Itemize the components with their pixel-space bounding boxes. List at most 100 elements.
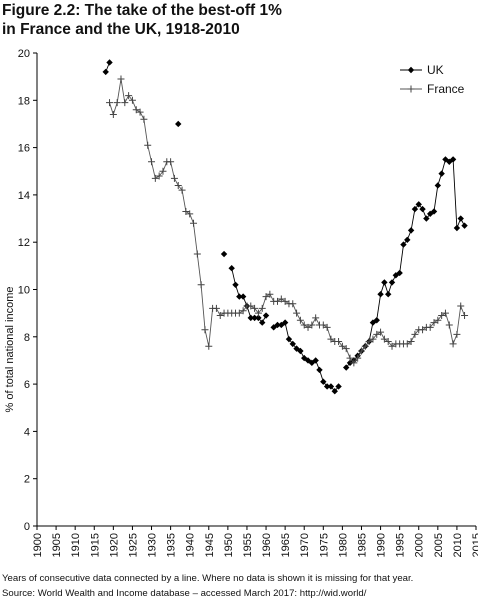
france-point	[335, 338, 343, 346]
france-point	[407, 338, 415, 346]
france-point	[449, 340, 457, 348]
y-tick-label: 14	[18, 190, 30, 202]
uk-point	[102, 68, 109, 76]
uk-point	[385, 291, 392, 298]
france-line-segment	[109, 78, 465, 364]
france-point	[445, 321, 453, 329]
x-tick-label: 1935	[166, 533, 178, 557]
france-point	[346, 354, 354, 362]
france-point	[277, 295, 285, 303]
uk-point	[281, 319, 289, 326]
x-tick-label: 1955	[242, 533, 254, 557]
uk-point	[316, 366, 323, 374]
figure-title-line-2: in France and the UK, 1918-2010	[2, 21, 240, 38]
france-point	[304, 323, 312, 331]
uk-point	[400, 241, 407, 248]
france-point	[201, 326, 209, 334]
y-axis-label: % of total national income	[4, 287, 16, 413]
france-point	[369, 335, 377, 343]
france-point	[434, 316, 442, 324]
uk-point	[312, 357, 319, 364]
france-point	[159, 167, 167, 175]
france-point	[457, 302, 465, 310]
france-legend-label: France	[427, 82, 465, 96]
france-point	[151, 174, 159, 182]
uk-point	[407, 227, 415, 234]
y-tick-label: 10	[18, 285, 30, 297]
france-point	[170, 174, 178, 182]
france-point	[128, 96, 136, 104]
france-point	[438, 312, 446, 320]
france-point	[373, 330, 381, 338]
uk-point	[449, 156, 457, 163]
uk-point	[320, 378, 327, 385]
x-tick-label: 2000	[414, 533, 426, 557]
france-point	[216, 312, 224, 320]
x-tick-label: 1905	[51, 533, 63, 557]
france-point	[193, 250, 201, 258]
uk-point	[239, 293, 247, 300]
france-point	[342, 345, 350, 353]
france-point	[254, 309, 262, 317]
uk-point	[255, 314, 262, 322]
y-tick-label: 8	[24, 332, 30, 344]
france-point	[174, 181, 182, 189]
france-point	[296, 316, 304, 324]
uk-point	[415, 201, 422, 208]
uk-point	[404, 236, 411, 244]
uk-legend-label: UK	[427, 63, 444, 77]
x-tick-label: 1985	[356, 533, 368, 557]
figure-note: Years of consecutive data connected by a…	[2, 573, 414, 584]
uk-point	[434, 182, 442, 189]
france-point	[388, 342, 396, 350]
y-tick-label: 6	[24, 379, 30, 391]
france-point	[338, 342, 346, 350]
y-tick-label: 18	[18, 95, 30, 107]
france-point	[167, 158, 175, 166]
uk-point	[411, 205, 419, 213]
france-point	[293, 309, 301, 317]
uk-point	[343, 364, 350, 371]
y-tick-label: 20	[18, 48, 30, 60]
uk-point	[289, 340, 296, 348]
france-point	[281, 297, 289, 305]
x-tick-label: 1990	[376, 533, 388, 557]
france-point	[178, 186, 186, 194]
uk-point	[388, 279, 396, 286]
x-tick-label: 1930	[147, 533, 159, 557]
uk-point	[453, 224, 461, 232]
uk-point	[396, 269, 403, 277]
uk-point	[430, 208, 438, 215]
france-point	[262, 293, 270, 301]
france-point	[289, 300, 297, 308]
france-point	[144, 141, 152, 149]
france-point	[327, 335, 335, 343]
uk-point	[220, 250, 228, 258]
france-point	[186, 210, 194, 218]
figure-title-line-1: Figure 2.2: The take of the best-off 1%	[2, 2, 282, 19]
france-point	[113, 99, 121, 107]
uk-point	[247, 314, 254, 322]
x-tick-label: 1970	[299, 533, 311, 557]
x-tick-label: 1960	[261, 533, 273, 557]
france-point	[197, 281, 205, 289]
france-point	[148, 158, 156, 166]
uk-point	[323, 383, 331, 390]
y-tick-label: 0	[24, 521, 30, 533]
x-tick-label: 2005	[433, 533, 445, 557]
france-point	[377, 328, 385, 336]
france-point	[354, 354, 362, 362]
uk-point	[297, 347, 304, 355]
x-tick-label: 2015	[471, 533, 478, 557]
france-point	[430, 319, 438, 327]
figure-notes: Years of consecutive data connected by a…	[2, 571, 413, 601]
france-point	[403, 340, 411, 348]
france-point	[109, 110, 117, 118]
france-legend-marker	[407, 85, 415, 93]
france-point	[453, 330, 461, 338]
france-point	[258, 304, 266, 312]
x-tick-label: 1950	[223, 533, 235, 557]
y-tick-label: 16	[18, 143, 30, 155]
x-tick-label: 1910	[70, 533, 82, 557]
france-point	[419, 326, 427, 334]
